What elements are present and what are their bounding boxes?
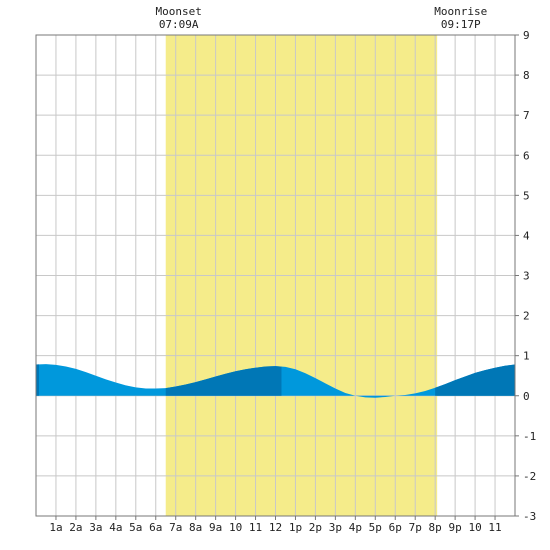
x-tick-label: 12 [269,521,282,534]
tide-area-dark-segment [165,366,282,396]
y-tick-label: 6 [523,149,530,162]
x-tick-label: 4p [349,521,362,534]
moon-event-time: 07:09A [159,18,199,31]
x-tick-label: 3p [329,521,342,534]
x-tick-label: 2p [309,521,322,534]
x-tick-label: 4a [109,521,122,534]
y-tick-label: 7 [523,109,530,122]
y-tick-label: -2 [523,470,536,483]
y-tick-label: 4 [523,229,530,242]
x-tick-label: 6p [389,521,402,534]
y-tick-label: -3 [523,510,536,523]
y-tick-label: 1 [523,350,530,363]
y-tick-label: 2 [523,310,530,323]
x-tick-label: 8p [429,521,442,534]
x-tick-label: 3a [89,521,102,534]
y-tick-label: 8 [523,69,530,82]
x-tick-label: 1a [49,521,62,534]
tide-area-layer [36,364,515,398]
y-tick-label: 9 [523,29,530,42]
y-tick-label: 5 [523,189,530,202]
x-tick-label: 6a [149,521,162,534]
y-tick-label: 3 [523,270,530,283]
y-axis: -3 -2 -1 0 1 2 3 4 5 6 7 8 9 [515,29,536,523]
moon-event-label: Moonset [156,5,202,18]
grid-layer [36,35,515,516]
y-tick-label: 0 [523,390,530,403]
x-tick-label: 7p [409,521,422,534]
x-axis: 1a 2a 3a 4a 5a 6a 7a 8a 9a 10 11 12 1p 2p 3p 4p 5p 6p 7p 8p… [49,516,502,534]
tide-area-dark-segment [435,364,515,396]
x-tick-label: 10 [229,521,242,534]
x-tick-label: 8a [189,521,202,534]
x-tick-label: 9a [209,521,222,534]
x-tick-label: 7a [169,521,182,534]
x-tick-label: 11 [488,521,501,534]
moon-event-time: 09:17P [441,18,481,31]
x-tick-label: 2a [69,521,82,534]
tide-area-dark-segment [36,364,39,396]
moon-event-label: Moonrise [434,5,487,18]
x-tick-label: 11 [249,521,262,534]
x-tick-label: 10 [468,521,481,534]
y-tick-label: -1 [523,430,536,443]
x-tick-label: 1p [289,521,302,534]
x-tick-label: 5p [369,521,382,534]
x-tick-label: 5a [129,521,142,534]
x-tick-label: 9p [449,521,462,534]
